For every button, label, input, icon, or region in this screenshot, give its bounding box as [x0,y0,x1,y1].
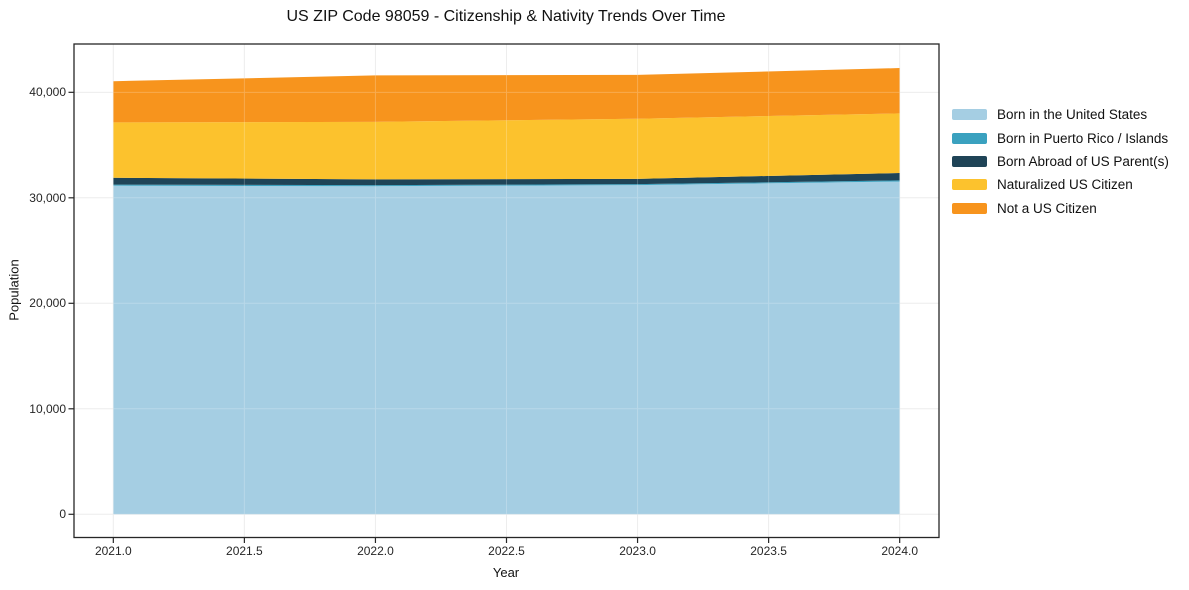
x-tick-label: 2023.5 [750,544,787,558]
x-axis-title: Year [492,565,520,580]
y-tick-label: 10,000 [29,401,66,416]
legend-label: Born in Puerto Rico / Islands [997,130,1169,146]
legend-item-naturalized-us-citizen: Naturalized US Citizen [952,173,1169,196]
legend-item-born-abroad-of-us-parent-s: Born Abroad of US Parent(s) [952,150,1169,173]
legend-swatch [952,179,987,191]
legend-item-not-a-us-citizen: Not a US Citizen [952,197,1169,220]
chart-title: US ZIP Code 98059 - Citizenship & Nativi… [286,8,726,25]
legend-label: Not a US Citizen [997,200,1097,216]
x-tick-label: 2021.5 [226,544,263,558]
x-tick-label: 2024.0 [881,544,919,558]
y-axis-title: Population [6,259,22,321]
legend-swatch [952,155,987,167]
area-not-a-us-citizen [113,68,900,123]
legend-item-born-in-puerto-rico-islands: Born in Puerto Rico / Islands [952,126,1169,149]
area-naturalized-us-citizen [113,113,900,180]
legend-swatch [952,109,987,121]
tick-marks [68,91,901,543]
gridlines-overlay [74,44,939,538]
legend-label: Born Abroad of US Parent(s) [997,153,1169,169]
y-tick-label: 40,000 [29,85,66,100]
area-born-in-puerto-rico-islands [113,180,900,187]
legend-item-born-in-the-united-states: Born in the United States [952,103,1169,126]
area-born-in-the-united-states [113,181,900,515]
legend-swatch [952,202,987,214]
x-tick-label: 2022.0 [357,544,394,558]
y-tick-label: 0 [59,507,66,522]
x-tick-label: 2023.0 [619,544,656,558]
legend-label: Born in the United States [997,107,1148,123]
legend-label: Naturalized US Citizen [997,177,1133,193]
legend: Born in the United States Born in Puerto … [952,103,1169,220]
x-tick-label: 2021.0 [94,544,132,558]
y-tick-label: 30,000 [29,190,66,205]
y-tick-label: 20,000 [29,296,66,311]
legend-swatch [952,132,987,144]
x-tick-label: 2022.5 [488,544,525,558]
